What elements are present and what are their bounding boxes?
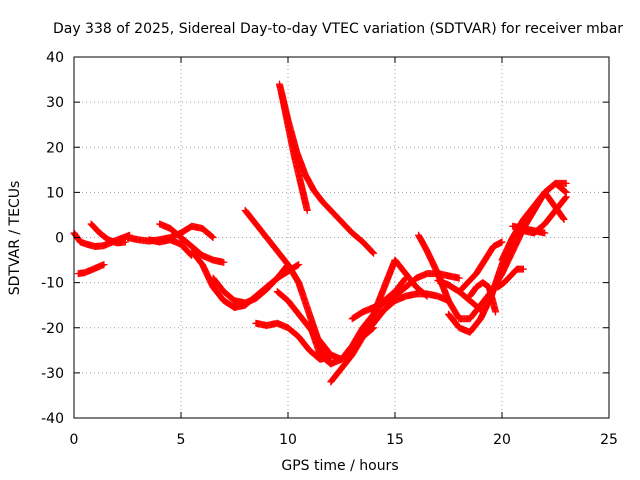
data-point: [422, 291, 430, 299]
series-arc-22: [466, 279, 500, 316]
series-arc-13: [278, 89, 311, 214]
data-point: [559, 215, 567, 223]
data-point: [209, 234, 217, 241]
series-arc-19: [445, 179, 570, 336]
data-point: [562, 193, 570, 201]
x-tick-label: 10: [279, 432, 297, 448]
y-tick-label: -10: [41, 276, 64, 292]
data-point: [455, 274, 463, 282]
data-point: [561, 194, 569, 202]
x-tick-label: 0: [70, 432, 79, 448]
data-point: [477, 306, 485, 314]
x-tick-label: 5: [177, 432, 186, 448]
data-point: [294, 261, 302, 269]
data-point: [560, 215, 568, 223]
series-arc-25: [509, 222, 549, 237]
data-point: [370, 249, 378, 257]
y-tick-label: -40: [41, 411, 64, 427]
series-arc-26: [541, 188, 568, 223]
axis-ticks: 0 5 10 15 20 25 40 30 20 10 0 -10 -20 -30 -40: [41, 50, 618, 448]
y-tick-label: 20: [46, 140, 64, 156]
data-point: [121, 238, 129, 246]
data-point: [519, 265, 527, 273]
x-tick-label: 25: [600, 432, 618, 448]
series-arc-20: [434, 276, 485, 314]
data-series: [70, 80, 570, 386]
data-point: [423, 292, 431, 300]
data-point: [492, 308, 500, 316]
series-arc-2: [74, 261, 108, 278]
series-arc-17: [359, 256, 431, 341]
data-point: [303, 206, 311, 214]
y-axis-label: SDTVAR / TECUs: [7, 181, 23, 296]
series-arc-3: [87, 220, 129, 247]
data-point: [327, 353, 335, 361]
series-arc-5: [156, 220, 228, 266]
y-tick-label: 10: [46, 185, 64, 201]
data-point: [541, 229, 549, 237]
data-point: [220, 258, 228, 266]
series-arc-11: [252, 319, 335, 363]
chart-title: Day 338 of 2025, Sidereal Day-to-day VTE…: [53, 21, 623, 37]
series-arc-8: [209, 261, 292, 307]
data-point: [562, 179, 570, 187]
series-arc-21: [455, 238, 506, 296]
data-point: [100, 261, 108, 269]
data-point: [369, 248, 377, 256]
x-axis-label: GPS time / hours: [281, 458, 398, 474]
data-point: [561, 188, 569, 196]
series-arc-6: [145, 236, 196, 260]
data-point: [476, 305, 484, 313]
y-tick-label: -20: [41, 321, 64, 337]
y-tick-label: -30: [41, 366, 64, 382]
y-tick-label: 30: [46, 95, 64, 111]
y-tick-label: 0: [55, 231, 64, 247]
y-tick-label: 40: [46, 50, 64, 66]
data-point: [295, 261, 303, 269]
series-arc-23: [494, 265, 527, 291]
data-point: [498, 238, 506, 246]
data-point: [208, 233, 216, 241]
x-tick-label: 15: [386, 432, 404, 448]
x-tick-label: 20: [493, 432, 511, 448]
